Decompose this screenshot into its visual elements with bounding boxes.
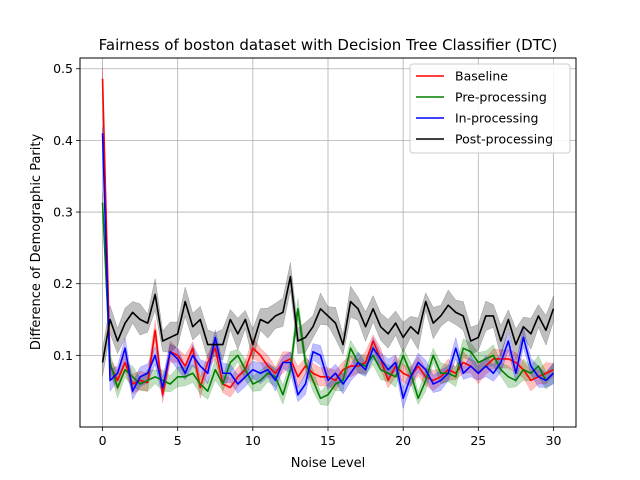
legend-box (409, 63, 571, 154)
y-axis-ticks: 0.1 0.2 0.3 0.4 0.5 (53, 61, 80, 363)
y-tick-label: 0.2 (53, 276, 73, 291)
x-tick-label: 5 (174, 433, 182, 448)
x-tick-label: 25 (470, 433, 486, 448)
legend-label-in-processing: In-processing (455, 111, 538, 126)
x-tick-label: 0 (99, 433, 107, 448)
legend-label-pre-processing: Pre-processing (455, 90, 547, 105)
legend-label-post-processing: Post-processing (455, 132, 553, 147)
x-tick-label: 10 (245, 433, 261, 448)
x-tick-label: 20 (395, 433, 411, 448)
band-baseline (102, 68, 554, 403)
legend-label-baseline: Baseline (455, 69, 508, 84)
line-pre-processing (101, 202, 555, 400)
y-tick-label: 0.5 (53, 61, 73, 76)
line-in-processing (101, 133, 555, 400)
x-axis-ticks: 0 5 10 15 20 25 30 (99, 427, 562, 448)
y-tick-label: 0.3 (53, 205, 73, 220)
y-axis-label: Difference of Demographic Parity (29, 134, 44, 351)
band-pre-processing (102, 193, 554, 406)
y-tick-label: 0.4 (53, 133, 73, 148)
y-tick-label: 0.1 (53, 348, 73, 363)
legend: Baseline Pre-processing In-processing Po… (409, 63, 571, 154)
x-tick-label: 15 (320, 433, 336, 448)
x-tick-label: 30 (546, 433, 562, 448)
line-post-processing (101, 275, 555, 363)
series-lines (101, 78, 555, 400)
x-axis-label: Noise Level (291, 456, 366, 471)
chart-title: Fairness of boston dataset with Decision… (99, 36, 558, 54)
